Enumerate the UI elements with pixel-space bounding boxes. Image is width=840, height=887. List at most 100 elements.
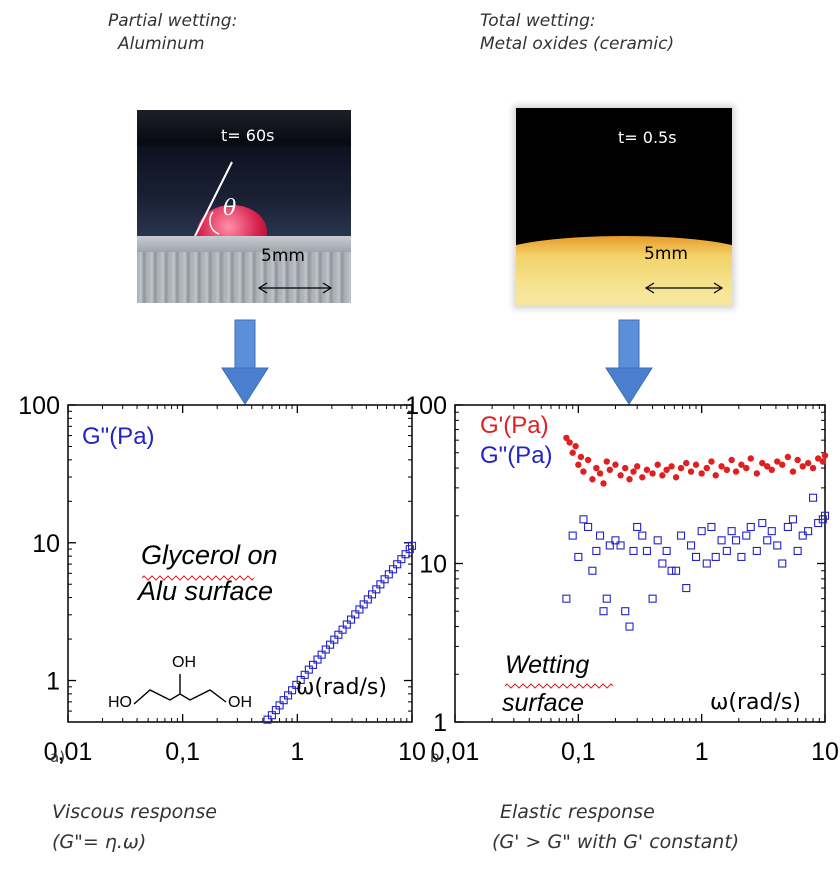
chart-b-gpp-point	[783, 522, 792, 532]
chart-b-gp-point	[659, 472, 666, 479]
caption-left-line1: Partial wetting:	[108, 11, 238, 31]
spellcheck-underline-wetting	[505, 683, 614, 689]
chart-a-gpp-point	[346, 615, 356, 624]
chart-b-gpp-point	[820, 511, 830, 520]
caption-right-line1: Total wetting:	[480, 11, 596, 31]
photo-ceramic-drop: t= 0.5s 5mm	[516, 108, 732, 306]
chart-a-xtick-label: 1	[290, 738, 304, 766]
chart-a-gpp-point	[308, 660, 318, 669]
viscous-response-line1: Viscous response	[52, 801, 217, 823]
chart-b-xtick-label: 10	[811, 738, 839, 766]
chart-b-gp-point	[819, 458, 827, 465]
chart-b-gpp-point	[642, 546, 651, 555]
chart-b-gp-point	[718, 463, 725, 470]
chart-a-gpp-point	[397, 555, 406, 564]
chart-a-gpp-point	[363, 595, 372, 604]
chart-b-gp-point	[712, 472, 719, 479]
chart-b-gpp-point	[752, 546, 761, 555]
chart-b-gpp-point	[793, 546, 802, 555]
chart-b-ytick-label: 1	[433, 709, 447, 737]
chart-b-gp-point	[753, 470, 761, 477]
chart-b-gp-point	[630, 468, 637, 475]
chart-a-gpp-point	[263, 715, 272, 724]
chart-b-xlabel: ω(rad/s)	[710, 690, 801, 715]
chart-b-gpp-point	[707, 522, 716, 532]
chart-b-gp-point	[794, 456, 801, 464]
chart-b-gpp-point	[742, 531, 751, 540]
panel-letter-b: b	[430, 748, 440, 766]
chart-a-ytick-label: 100	[18, 392, 60, 420]
chart-b-gpp-point	[746, 522, 755, 532]
chart-b-gp-point	[732, 468, 740, 475]
chart-a-gpp-point	[359, 600, 368, 609]
chart-b-legend-gp: G'(Pa)	[480, 412, 549, 439]
chart-b-gpp-point	[648, 594, 657, 603]
down-arrow-right-icon	[605, 319, 653, 405]
chart-a-gpp-point	[317, 650, 326, 659]
chart-b-gpp-point	[592, 546, 601, 555]
chart-a-gpp-point	[393, 560, 402, 569]
chart-b-gp-point	[654, 461, 661, 468]
chart-b-gpp-point	[625, 622, 634, 631]
chart-b-gp-point	[577, 453, 585, 461]
caption-partial-wetting: Partial wetting: Aluminum	[108, 10, 237, 56]
chart-b-gp-point	[759, 459, 766, 467]
chart-b-gpp-point	[758, 518, 767, 528]
chart-b-gp-point	[643, 466, 651, 474]
chart-a-gpp-point	[388, 565, 398, 574]
chart-b-gpp-point	[763, 536, 772, 545]
chart-a-gpp-point	[351, 610, 360, 619]
chart-a-gpp-point	[279, 696, 288, 705]
chart-b-gp-point	[672, 474, 680, 481]
chart-b-gp-point	[768, 466, 775, 474]
chart-b-gpp-point	[727, 527, 736, 536]
chart-a-ytick-label: 1	[46, 668, 60, 696]
viscous-response-caption: Viscous response (G"= η.ω)	[52, 797, 217, 857]
panel-letter-a: a)	[50, 748, 66, 766]
chart-b-gp-point	[584, 456, 592, 464]
chart-b-gpp-point	[616, 541, 625, 550]
photo-left-scale-label: 5mm	[261, 246, 305, 266]
chart-b-gpp-point	[629, 546, 638, 555]
chart-b-gpp-point	[588, 566, 597, 575]
chart-b-gpp-point	[662, 546, 671, 555]
chart-a-gpp-point	[330, 635, 339, 644]
chart-b-gp-point	[649, 470, 656, 477]
chart-b-gpp-point	[767, 527, 776, 536]
chart-a-gpp-point	[300, 670, 309, 679]
chart-b-gp-point	[639, 474, 646, 481]
chart-b-gpp-point	[808, 493, 818, 502]
chart-b-gpp-point	[605, 541, 614, 550]
chart-b-gp-point	[774, 458, 781, 465]
chart-a-gpp-point	[275, 701, 284, 710]
chart-b-gp-point	[687, 468, 695, 475]
chart-b-gp-point	[575, 461, 582, 468]
chart-b-gpp-point	[596, 531, 605, 540]
glycerol-molecule	[133, 674, 227, 705]
chart-b-gpp-point	[568, 531, 577, 540]
chart-a-gpp-point	[334, 630, 343, 639]
chart-a-gpp-point	[313, 655, 322, 664]
chart-a-gpp-point	[304, 665, 313, 674]
caption-left-line2: Aluminum	[118, 34, 205, 54]
chart-b-gpp-point	[788, 515, 798, 524]
chart-b-gp-point	[804, 459, 812, 467]
chart-a-xtick-label: 0,1	[165, 738, 200, 766]
chart-b-gp-point	[821, 452, 829, 459]
chart-b-gp-point	[566, 439, 573, 446]
chart-a-legend-gpp: G"(Pa)	[82, 423, 155, 450]
chart-b-gpp-point	[691, 552, 701, 561]
molecule-oh-top: OH	[172, 654, 196, 671]
chart-b-gpp-point	[562, 594, 571, 603]
chart-b-gp-point	[633, 463, 641, 470]
chart-b-gpp-point	[731, 536, 741, 545]
chart-b-gpp-point	[778, 559, 787, 568]
chart-b-gpp-point	[638, 531, 647, 540]
chart-b-gp-point	[708, 458, 715, 465]
chart-b-ytick-label: 10	[419, 551, 447, 579]
chart-a-ytick-label: 10	[32, 530, 60, 558]
chart-b-annotation: Wetting surface	[502, 646, 589, 722]
chart-b-gp-point	[703, 464, 710, 472]
chart-b-annotation-line2: surface	[502, 689, 584, 717]
